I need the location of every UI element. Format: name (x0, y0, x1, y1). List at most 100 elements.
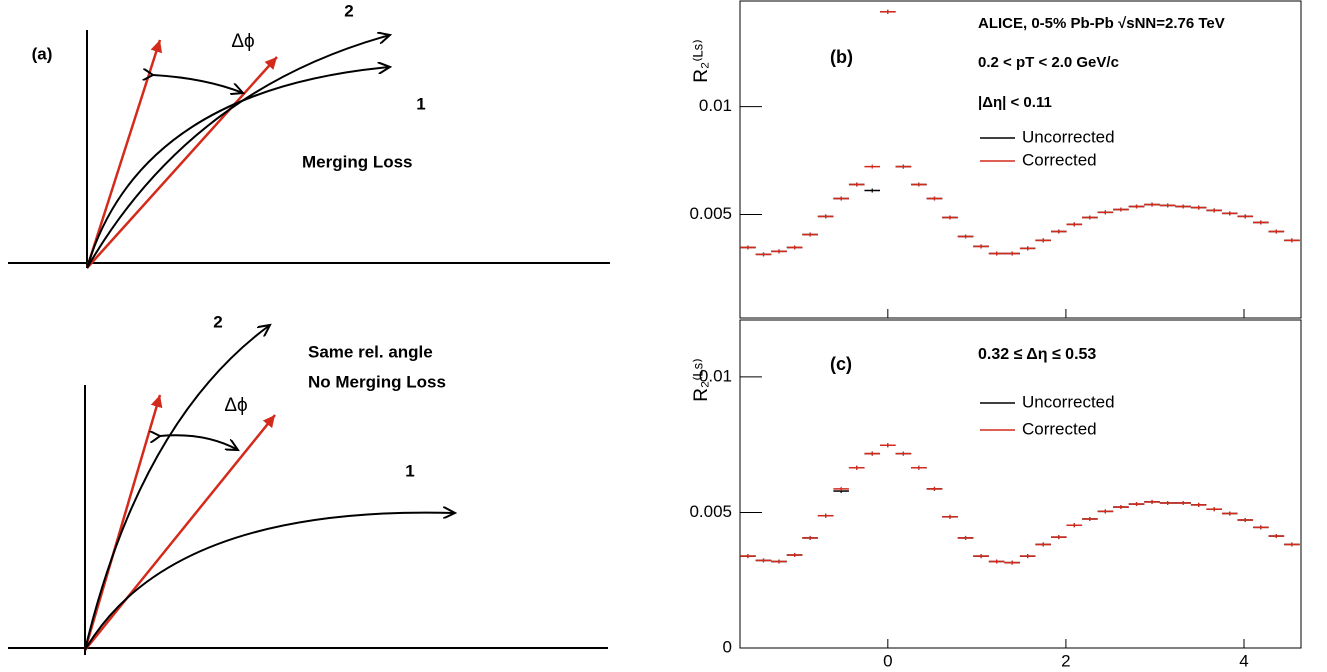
data-point (1159, 203, 1176, 208)
data-point (740, 245, 756, 250)
data-point (1284, 238, 1300, 243)
data-point (833, 486, 849, 491)
data-point (802, 232, 818, 237)
legend-label: Uncorrected (1022, 392, 1115, 411)
data-point (1206, 208, 1222, 213)
data-point (1082, 516, 1098, 521)
data-point (926, 486, 943, 491)
plot-frame (739, 319, 1302, 649)
data-point (864, 188, 881, 193)
track-curve (84, 513, 455, 651)
y-tick-label: 0.005 (689, 204, 732, 223)
data-point (973, 554, 989, 559)
data-point (911, 182, 927, 187)
data-point (1237, 214, 1254, 219)
legend-label: Corrected (1022, 419, 1097, 438)
data-point (926, 196, 943, 201)
y-tick-label: 0.01 (699, 96, 732, 115)
track-arrow (86, 56, 278, 269)
track-curve (84, 325, 270, 651)
y-tick-label: 0 (723, 637, 732, 656)
data-point (1190, 205, 1207, 210)
track-arrow (83, 394, 163, 651)
data-point (817, 513, 834, 518)
data-point (848, 182, 865, 187)
data-point (771, 559, 787, 564)
annotation: ALICE, 0-5% Pb-Pb √sNN=2.76 TeV (978, 15, 1225, 32)
track-arrow (84, 414, 276, 651)
data-point (911, 465, 927, 470)
data-point (988, 559, 1005, 564)
data-point (973, 244, 989, 249)
data-point (880, 443, 896, 448)
track-curve (86, 67, 390, 269)
caption: Merging Loss (302, 152, 413, 171)
data-point (1206, 507, 1222, 512)
data-point (1066, 523, 1083, 528)
x-tick-label: 4 (1239, 651, 1248, 670)
data-point (833, 196, 849, 201)
data-point (755, 252, 772, 257)
data-point (1128, 204, 1145, 209)
data-point (786, 553, 803, 558)
track-label: 2 (344, 1, 353, 20)
angle-arrow (160, 435, 238, 450)
data-point (802, 535, 818, 540)
data-point (786, 245, 803, 250)
data-point (1097, 509, 1114, 514)
track-label: 2 (213, 312, 222, 331)
data-point (1066, 222, 1083, 227)
data-point (1035, 542, 1051, 547)
data-point (1221, 211, 1238, 216)
y-axis-label: R₂⁽ᴸˢ⁾ (691, 39, 712, 83)
x-tick-label: 0 (883, 651, 892, 670)
annotation: (c) (830, 354, 852, 374)
angle-label: Δϕ (231, 31, 254, 52)
data-point (942, 215, 958, 220)
caption: Same rel. angle (308, 342, 433, 361)
data-point (1082, 215, 1098, 220)
data-point (1113, 505, 1129, 510)
data-point (957, 535, 974, 540)
data-point (755, 558, 772, 563)
data-point (1190, 502, 1207, 507)
annotation: (b) (830, 47, 853, 67)
data-point (1113, 207, 1129, 212)
data-point (1175, 204, 1191, 209)
track-curve (86, 35, 390, 269)
data-point (1268, 534, 1285, 539)
data-point (1004, 560, 1020, 565)
legend-label: Corrected (1022, 150, 1097, 169)
data-point (895, 164, 912, 169)
data-point (1253, 525, 1269, 530)
track-label: 1 (416, 94, 425, 113)
y-axis-label: R₂⁽ᴸˢ⁾ (691, 358, 712, 402)
data-point (848, 465, 865, 470)
annotation: |Δη| < 0.11 (978, 94, 1052, 111)
y-tick-label: 0.005 (689, 502, 732, 521)
data-point (880, 9, 896, 14)
data-point (1019, 246, 1036, 251)
track-arrow (85, 39, 163, 269)
annotation: 0.2 < pT < 2.0 GeV/c (978, 54, 1119, 71)
data-point (1050, 229, 1067, 234)
data-point (1284, 542, 1300, 547)
y-tick-label: 0.01 (699, 366, 732, 385)
data-point (1221, 511, 1238, 516)
angle-arrow (153, 75, 243, 93)
data-point (864, 451, 881, 456)
data-point (1019, 554, 1036, 559)
data-point (1035, 238, 1051, 243)
data-point (988, 251, 1005, 256)
data-point (1159, 500, 1176, 505)
data-point (1004, 251, 1020, 256)
data-point (1144, 499, 1160, 504)
data-point (1097, 210, 1114, 215)
angle-label: Δϕ (224, 395, 247, 416)
data-point (1144, 202, 1160, 207)
track-label: 1 (405, 461, 414, 480)
data-point (1253, 220, 1269, 225)
data-point (1268, 229, 1285, 234)
